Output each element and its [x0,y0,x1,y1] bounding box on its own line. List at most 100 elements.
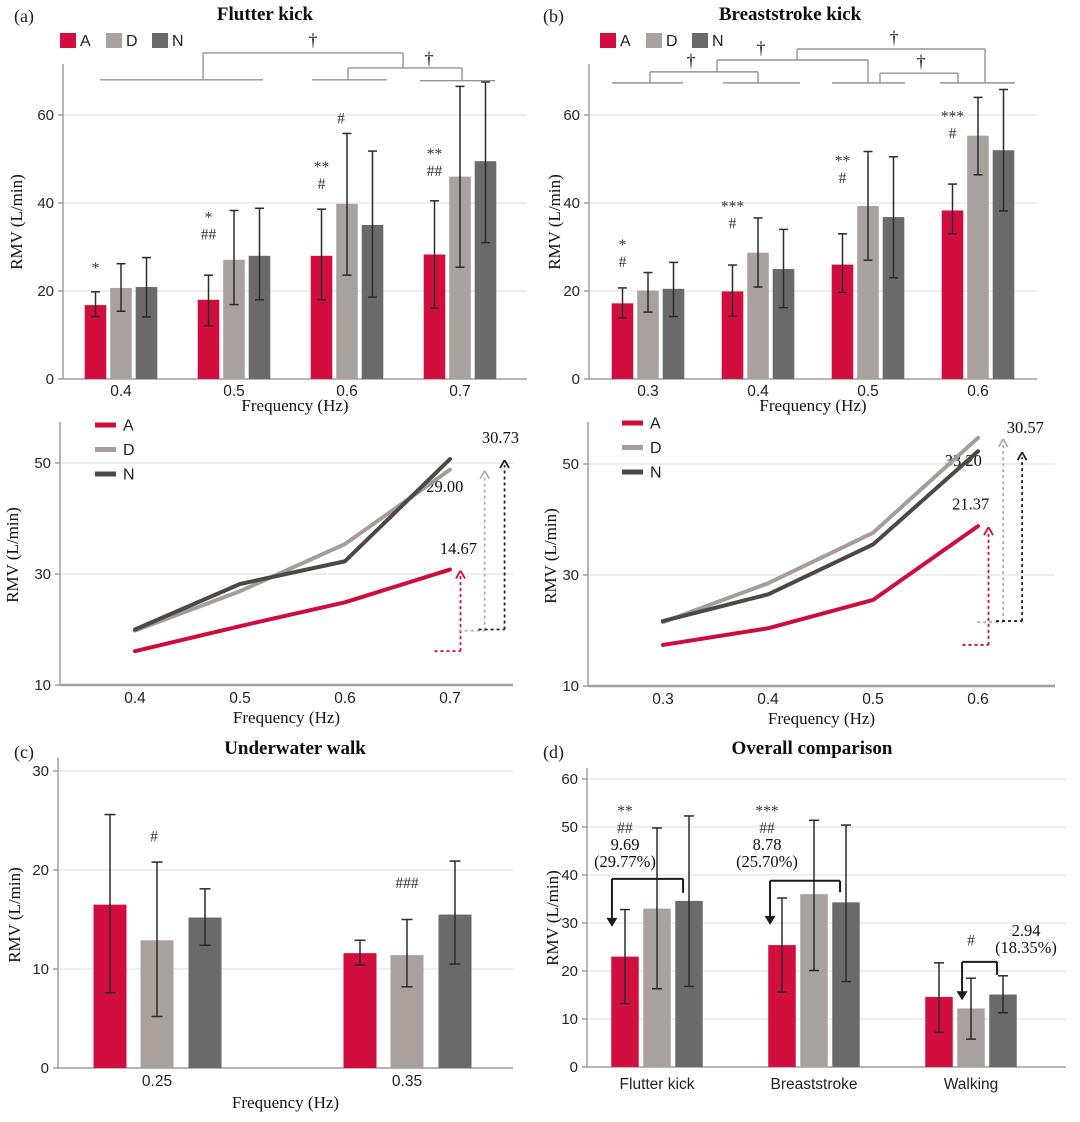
legend-label-A: A [123,418,134,435]
bar-N-0.4 [135,287,158,379]
y-axis-label-group: RMV (L/min) [541,508,560,604]
bar-N-0.6 [361,225,384,379]
significance-label: ** [835,153,851,170]
panel-c: (c) Underwater walk 0 10 20 30 RMV (L/min) Fr… [0,730,540,1122]
x-tick-label: 0.5 [857,383,879,400]
bar-N-0.3 [662,288,685,379]
panel-d-title: Overall comparison [731,738,893,759]
x-tick-label: 0.5 [223,383,245,400]
bar-D-0.4 [110,287,132,379]
d-bar-group: 0 10 20 30 40 50 60 RMV (L/min) Flutter kick Brea… [543,768,1066,1093]
increase-arrowhead [459,570,466,580]
legend-label-A: A [80,33,91,50]
increase-value-D: 29.00 [426,477,463,496]
b-bar-group: 0 20 40 60 RMV (L/min) Frequency (Hz) 0.3 0.4 0.… [545,28,1037,415]
a-line-group: 10 30 50 RMV (L/min) Frequency (Hz) 0.4 0.5 0.6… [3,418,519,728]
y-axis-label-group: RMV (L/min) [543,870,562,966]
dagger-symbol: † [308,30,317,50]
significance-label: (29.77%) [594,852,656,871]
significance-label: 9.69 [611,835,640,854]
x-axis-label: Frequency (Hz) [768,709,875,728]
x-tick-label: 0.25 [142,1073,172,1090]
flutter-kick-line-chart: 10 30 50 RMV (L/min) Frequency (Hz) 0.4 0.5 0.6… [3,418,519,728]
y-tick-label: 20 [563,283,580,300]
significance-label: # [949,125,957,142]
panel-a-title: Flutter kick [216,4,314,25]
breaststroke-kick-bar-chart: 0 20 40 60 RMV (L/min) Frequency (Hz) 0.3 0.4 0.… [545,28,1037,415]
increase-value-N: 30.57 [1007,418,1044,437]
series-line-N [661,449,980,624]
dagger-symbol: † [425,49,434,69]
y-axis-label-group: RMV (L/min) [3,507,22,603]
bar-D-0.5 [223,259,245,379]
bar-D-0.6 [967,135,989,379]
y-tick-label: 30 [561,915,578,932]
panel-b-title: Breaststroke kick [718,4,862,25]
panel-a-label: (a) [14,6,34,26]
bar-D-0.4 [747,252,769,379]
increase-arrowhead [479,470,486,480]
bar-A-0.35 [343,953,377,1068]
significance-label: ## [201,227,217,244]
increase-arrowhead [455,570,462,580]
increase-arrowhead [1021,451,1028,461]
increase-arrowhead [1016,451,1023,461]
panel-b-line: 10 30 50 RMV (L/min) Frequency (Hz) 0.3 0.4 0.5… [540,410,1080,730]
bar-A-0.3 [611,303,634,379]
dagger-symbol: † [889,28,898,48]
y-tick-label: 40 [37,195,54,212]
significance-label: ## [759,820,775,837]
panel-c-label: (c) [14,742,34,762]
y-axis-label-group: RMV (L/min) [5,867,24,963]
increase-value-A: 14.67 [440,539,477,558]
x-tick-label: 0.4 [124,690,146,707]
x-tick-label: 0.5 [229,690,251,707]
c-bar-group: 0 10 20 30 RMV (L/min) Frequency (Hz) 0.25 0.35… [5,758,513,1112]
panel-a-line: 10 30 50 RMV (L/min) Frequency (Hz) 0.4 0.5 0.6… [0,410,540,730]
legend-label-A: A [620,33,631,50]
legend-label-D: D [123,442,135,459]
a-bar-group: 0 20 40 60 RMV (L/min) Frequency (Hz) 0.4 0.5 0.… [7,30,527,415]
y-tick-label: 50 [562,456,579,473]
significance-label: # [150,828,158,845]
y-tick-label: 30 [562,567,579,584]
legend-label-N: N [172,33,184,50]
bar-N-0.6 [992,150,1015,379]
bar-A-0.4 [721,291,744,379]
panel-a: (a) Flutter kick 0 20 40 60 RMV (L/min) Frequ… [0,0,540,415]
x-axis-label: Frequency (Hz) [232,1093,339,1112]
x-tick-label: 0.5 [862,691,884,708]
bar-N-0.5 [882,217,905,379]
legend-label-N: N [712,33,724,50]
x-tick-label: 0.6 [334,690,356,707]
legend-label-D: D [666,33,678,50]
x-tick-label: 0.4 [110,383,132,400]
y-axis-label: RMV (L/min) [543,870,562,966]
significance-label: # [337,111,345,128]
y-axis-label: RMV (L/min) [541,508,560,604]
y-tick-label: 10 [562,678,579,695]
significance-label: # [839,170,847,187]
y-tick-label: 0 [46,371,54,388]
significance-label: ** [427,146,443,163]
significance-label: ## [427,163,443,180]
series-line-D [133,467,452,633]
x-tick-label: 0.6 [967,691,989,708]
x-axis-label: Frequency (Hz) [759,396,866,415]
x-tick-label: 0.3 [637,383,659,400]
y-tick-label: 20 [561,963,578,980]
y-tick-label: 50 [561,819,578,836]
y-tick-label: 60 [563,107,580,124]
significance-label: # [619,254,627,271]
increase-arrowhead [983,526,990,536]
x-tick-label: 0.3 [652,691,674,708]
bar-N-0.5 [248,255,271,379]
bar-A-0.4 [84,305,107,379]
significance-label: (25.70%) [736,852,798,871]
increase-arrowhead [483,470,490,480]
x-tick-label: 0.7 [449,383,471,400]
y-tick-label: 10 [32,961,49,978]
y-tick-label: 40 [561,867,578,884]
legend-label-D: D [650,440,662,457]
